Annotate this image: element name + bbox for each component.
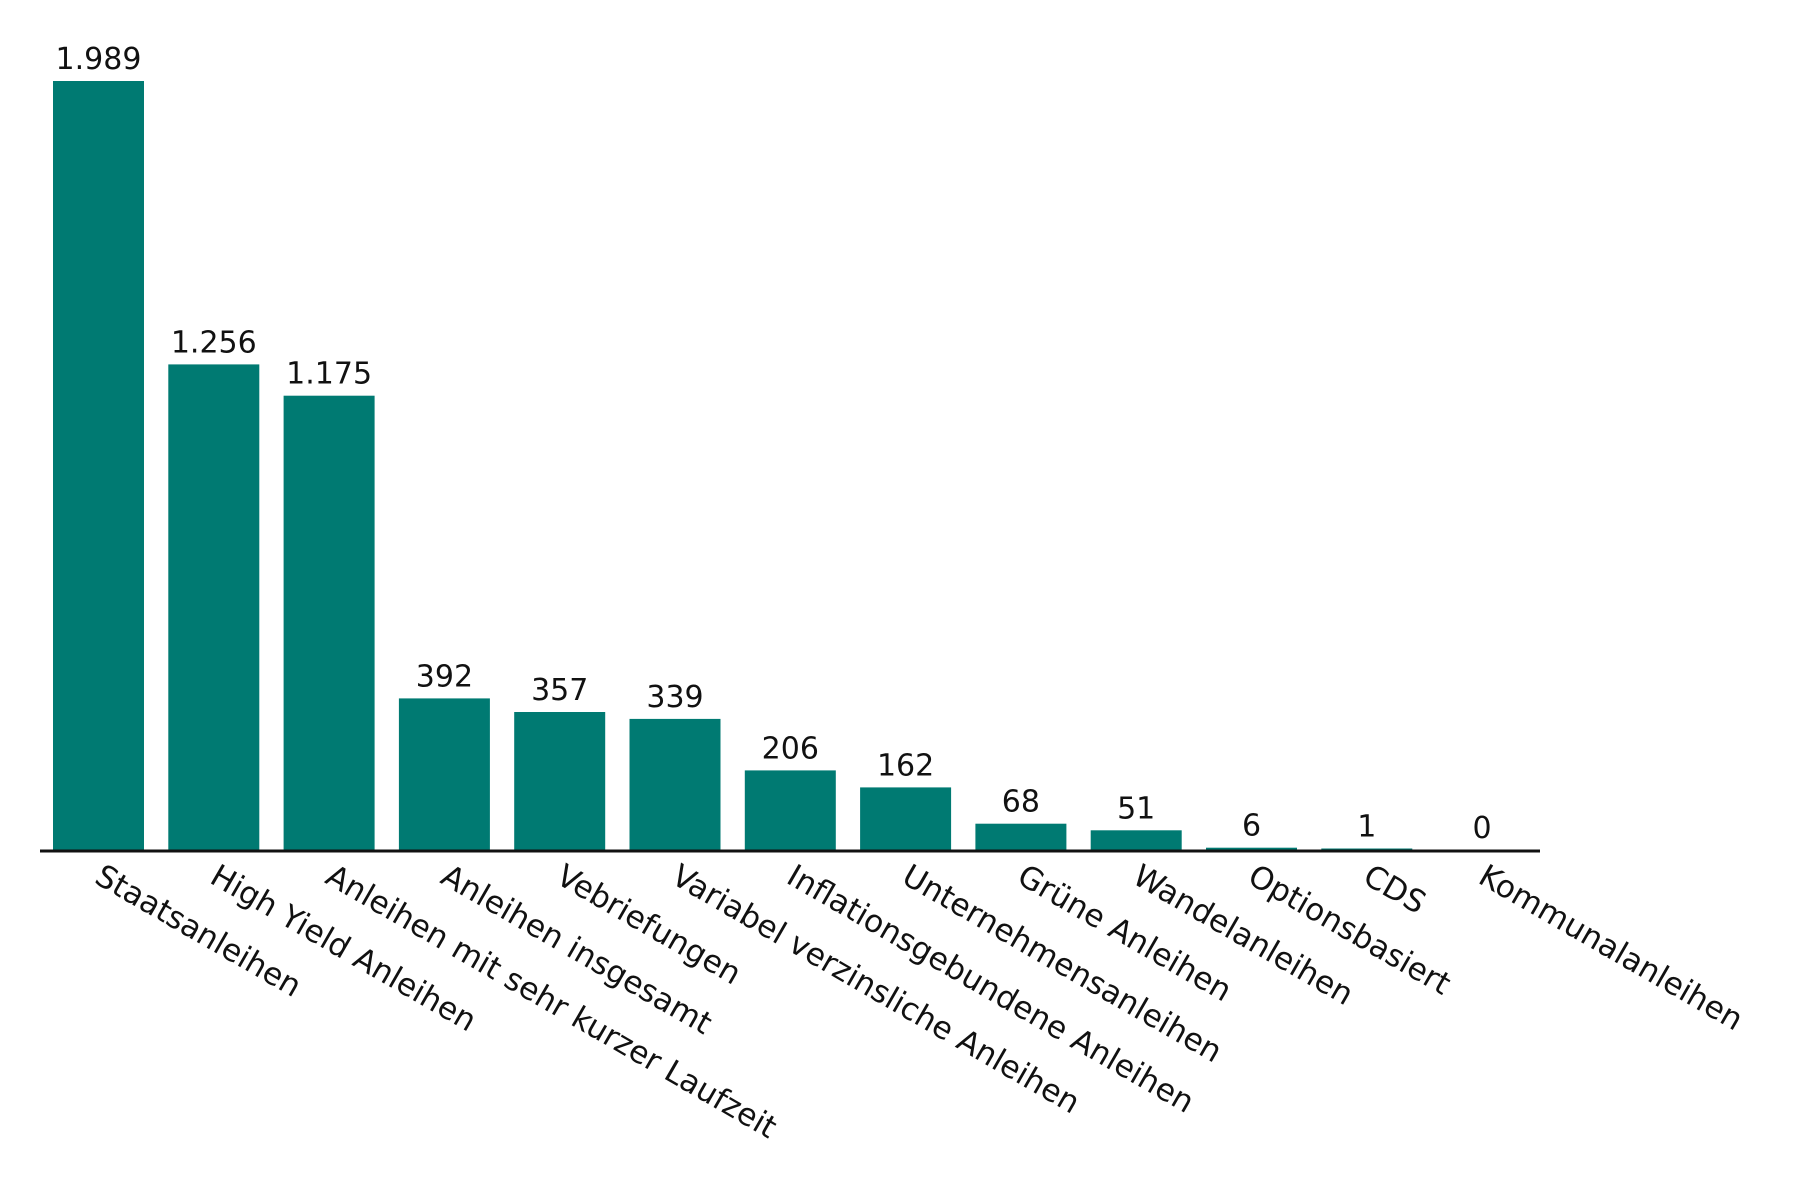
value-labels-group: 1.989 1.256 1.175 392 357 339 206 162 68 51 6 1 0 (56, 42, 1492, 846)
bar (1206, 847, 1297, 850)
bar-value-label: 162 (877, 748, 934, 783)
bar (53, 81, 144, 850)
bar-value-label: 6 (1242, 809, 1261, 844)
bar-value-label: 339 (646, 680, 703, 715)
bars-group (53, 81, 1413, 850)
category-tick-label: Staatsanleihen (89, 858, 307, 1005)
bar-value-label: 1 (1357, 810, 1376, 845)
bar (860, 787, 952, 850)
bar-value-label: 51 (1117, 791, 1155, 826)
bar-value-label: 357 (531, 673, 588, 708)
bar (283, 395, 375, 850)
bar (1321, 848, 1413, 850)
bar (398, 698, 490, 850)
bar (168, 364, 260, 850)
bar-value-label: 0 (1473, 811, 1492, 846)
bar-value-label: 1.989 (56, 42, 142, 77)
bar (744, 770, 836, 850)
bar-value-label: 68 (1002, 785, 1040, 820)
bar (975, 823, 1067, 850)
bar-value-label: 392 (416, 659, 473, 694)
category-tick-label: CDS (1357, 858, 1431, 922)
category-tick-label: Kommunalanleihen (1473, 858, 1749, 1038)
bar-value-label: 1.175 (286, 357, 372, 392)
bar-value-label: 1.256 (171, 325, 257, 360)
bar-value-label: 206 (762, 731, 819, 766)
bar (1090, 830, 1182, 850)
bar (514, 712, 606, 850)
bar (629, 718, 721, 850)
